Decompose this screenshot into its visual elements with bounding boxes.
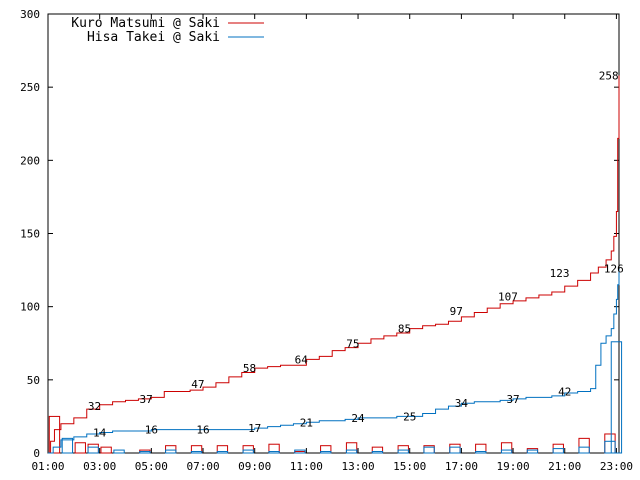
bar-kuro [74,442,86,454]
data-label-hisa: 24 [351,412,365,425]
legend: Kuro Matsumi @ Saki Hisa Takei @ Saki [71,16,264,45]
bar-hisa [449,446,461,454]
bar-kuro [165,445,177,454]
x-tick-label: 03:00 [83,460,116,473]
bar-kuro [526,448,539,454]
bar-hisa [294,449,306,454]
bar-hisa [526,449,539,454]
y-tick-label: 200 [20,154,40,167]
legend-label-hisa: Hisa Takei @ Saki [87,30,220,45]
bar-kuro [578,437,590,454]
data-labels: 32 37 47 58 64 75 85 97 107 123 258 14 16 16 17 21 24 25 3… [88,69,624,439]
data-label-kuro: 85 [398,323,411,336]
y-tick-label: 300 [20,8,40,21]
histogram-bars [48,341,623,454]
bar-hisa [578,446,590,454]
bar-hisa [87,446,99,454]
bar-hisa [371,451,384,454]
y-tick-label: 100 [20,301,40,314]
series-line-hisa [48,268,620,454]
data-label-hisa: 14 [93,427,107,440]
bar-kuro [397,445,409,454]
bar-hisa [268,451,280,454]
bar-kuro [604,433,616,454]
x-tick-label: 15:00 [393,460,426,473]
data-label-kuro: 258 [599,69,619,82]
bar-hisa [423,446,435,454]
x-tick-label: 17:00 [445,460,478,473]
bar-hisa [397,449,409,454]
bar-hisa [604,440,616,454]
x-tick-label: 23:00 [600,460,633,473]
bar-hisa [610,341,623,454]
x-tick-label: 13:00 [341,460,374,473]
data-label-kuro: 47 [191,378,204,391]
data-label-hisa: 37 [506,393,519,406]
bar-hisa [216,451,229,454]
data-label-hisa: 21 [300,416,313,429]
x-tick-label: 09:00 [238,460,271,473]
data-label-hisa: 16 [145,424,158,437]
x-axis: 01:00 03:00 05:00 07:00 09:00 11:00 13:00 15:00… [31,14,633,473]
y-tick-label: 150 [20,228,40,241]
bar-hisa [345,449,358,454]
x-tick-label: 11:00 [290,460,323,473]
series-lines [48,75,620,454]
plot-frame [47,13,620,454]
data-label-kuro: 107 [498,290,518,303]
bar-hisa [139,451,151,454]
data-label-kuro: 58 [243,362,256,375]
bar-hisa [190,451,203,454]
bar-kuro [87,443,99,454]
data-label-hisa: 25 [403,410,416,423]
bar-kuro [100,446,112,454]
bar-hisa [320,451,332,454]
x-tick-label: 01:00 [31,460,64,473]
bar-hisa [113,449,125,454]
data-label-hisa: 126 [604,263,624,276]
data-label-kuro: 123 [550,267,570,280]
bar-kuro [48,415,61,454]
data-label-kuro: 75 [346,337,359,350]
y-tick-label: 250 [20,81,40,94]
data-label-kuro: 97 [450,305,463,318]
bar-kuro [449,443,461,454]
x-tick-label: 07:00 [186,460,219,473]
data-label-hisa: 16 [196,424,209,437]
bar-hisa [61,437,74,454]
y-tick-label: 0 [33,447,40,460]
data-label-hisa: 42 [558,386,571,399]
series-line-kuro [48,75,620,454]
bar-kuro [371,446,384,454]
x-tick-label: 21:00 [548,460,581,473]
bar-hisa [500,449,513,454]
x-tick-label: 05:00 [135,460,168,473]
bar-hisa [552,448,564,454]
data-label-hisa: 34 [455,397,469,410]
y-tick-label: 50 [27,374,40,387]
bar-hisa [242,449,254,454]
bar-hisa [475,451,487,454]
data-label-kuro: 64 [295,353,309,366]
data-label-kuro: 32 [88,400,101,413]
bar-kuro [242,445,254,454]
data-label-hisa: 17 [248,422,261,435]
bar-hisa [165,449,177,454]
data-label-kuro: 37 [140,393,153,406]
bar-kuro [500,442,513,454]
bar-kuro [345,442,358,454]
x-tick-label: 19:00 [497,460,530,473]
legend-label-kuro: Kuro Matsumi @ Saki [71,16,220,31]
y-axis: 0 50 100 150 200 250 300 [20,8,619,460]
